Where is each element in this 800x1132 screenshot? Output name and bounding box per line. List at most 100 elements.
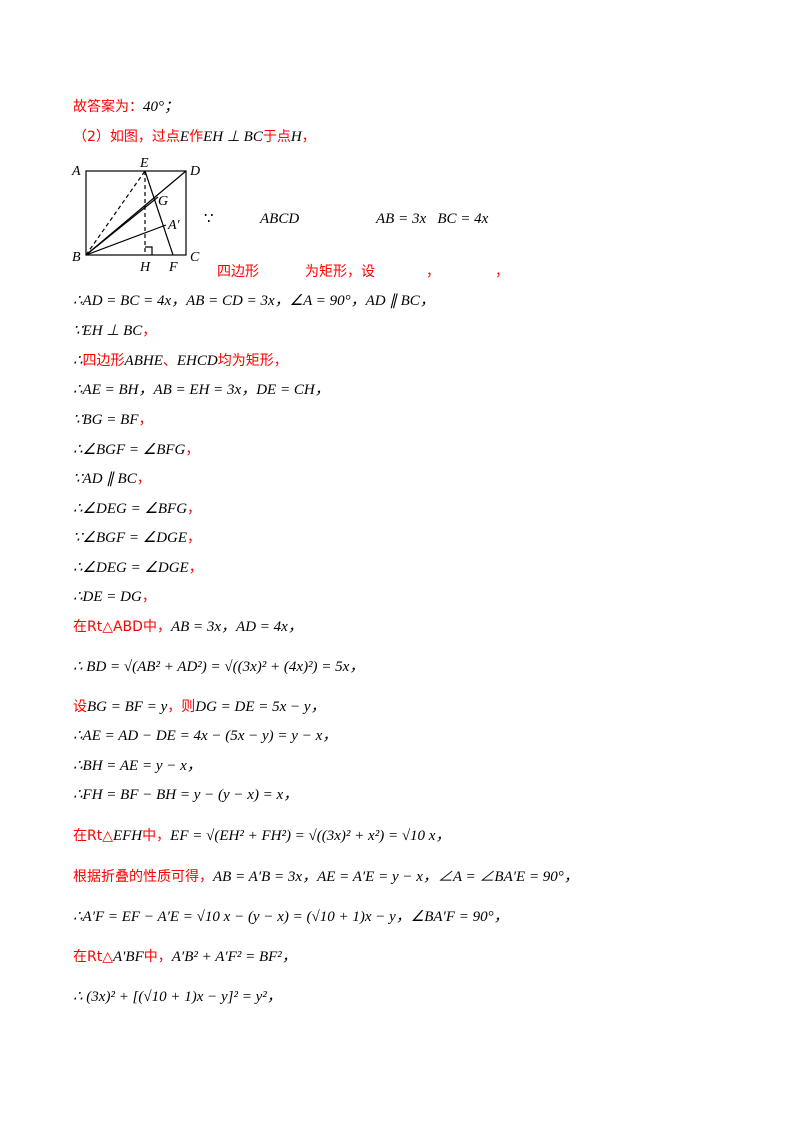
right-angle [145, 246, 153, 255]
text: ， [142, 323, 157, 339]
label: A′ [167, 218, 181, 233]
label: E [139, 156, 149, 171]
line: ∴ (3x)² + [(√10 + 1)x − y]² = y²， [73, 987, 282, 1007]
math: EFH [112, 828, 143, 844]
line: ∴FH = BF − BH = y − (y − x) = x， [73, 785, 298, 805]
math: ABHE [124, 353, 163, 369]
text: ，则 [167, 699, 196, 715]
line: ∴AD = BC = 4x，AB = CD = 3x，∠A = 90°，AD ∥… [73, 291, 435, 311]
math: ∵BG = BF [73, 412, 139, 428]
line: ∵∠BGF = ∠DGE， [73, 528, 201, 548]
line: ∴AE = AD − DE = 4x − (5x − y) = y − x， [73, 726, 337, 746]
text: ， [188, 560, 203, 576]
text: 四边形 [82, 353, 125, 369]
math: ∴AD = BC = 4x，AB = CD = 3x，∠A = 90°，AD ∥… [73, 293, 435, 309]
math: BG = BF = y [87, 699, 168, 715]
line: ∴∠DEG = ∠BFG， [73, 499, 201, 519]
line: ∴A′F = EF − A′E = √10 x − (y − x) = (√10… [73, 907, 509, 927]
line: ∴AE = BH，AB = EH = 3x，DE = CH， [73, 380, 330, 400]
math: ∴ [73, 353, 83, 369]
line: ∴BH = AE = y − x， [73, 756, 202, 776]
line: ∴∠BGF = ∠BFG， [73, 440, 199, 460]
text: 作 [189, 129, 204, 145]
math: ∴FH = BF − BH = y − (y − x) = x， [73, 787, 299, 803]
text: ， [301, 129, 316, 145]
math: ∴AE = BH，AB = EH = 3x，DE = CH， [73, 382, 330, 398]
text: 在Rt△ [73, 828, 113, 844]
text: ， [187, 501, 202, 517]
math: EH ⊥ BC [203, 129, 263, 145]
math: ∴∠BGF = ∠BFG [73, 442, 186, 458]
text: 故答案为： [73, 99, 143, 115]
text: 设 [73, 699, 87, 715]
math: AB = 3x，AD = 4x， [170, 619, 303, 635]
line: 根据折叠的性质可得，AB = A′B = 3x，AE = A′E = y − x… [73, 867, 579, 887]
math: H [290, 129, 302, 145]
math: DG = DE = 5x − y， [195, 699, 326, 715]
math: ∵EH ⊥ BC [73, 323, 143, 339]
text: 均为矩形， [217, 353, 288, 369]
line: 故答案为：40°； [73, 97, 179, 117]
math: ∵∠BGF = ∠DGE [73, 530, 188, 546]
text: 中， [143, 949, 172, 965]
label: H [139, 260, 151, 275]
label: G [158, 194, 168, 209]
line: 设BG = BF = y，则DG = DE = 5x − y， [73, 697, 326, 717]
segment [85, 170, 146, 256]
text: ， [138, 412, 153, 428]
math: ∴ (3x)² + [(√10 + 1)x − y]² = y²， [73, 989, 282, 1005]
text: 四边形 [217, 264, 259, 280]
line: 在Rt△ABD中，AB = 3x，AD = 4x， [73, 617, 303, 637]
text: ， [426, 264, 440, 280]
line: ∴ BD = √(AB² + AD²) = √((3x)² + (4x)²) =… [73, 657, 364, 677]
math: ABCD [260, 211, 300, 227]
segment [85, 196, 159, 256]
text: ， [185, 442, 200, 458]
text: 在Rt△ABD中， [73, 619, 171, 635]
math: ∴A′F = EF − A′E = √10 x − (y − x) = (√10… [73, 909, 509, 925]
text: 中， [142, 828, 171, 844]
math: ∴BH = AE = y − x， [73, 758, 202, 774]
math: AB = 3x BC = 4x [376, 211, 489, 227]
label: F [168, 260, 178, 275]
math: E [179, 129, 190, 145]
math: 40°； [143, 99, 179, 115]
line: ∵AD ∥ BC， [73, 469, 151, 489]
line: 在Rt△EFH中，EF = √(EH² + FH²) = √((3x)² + x… [73, 826, 450, 846]
line: ∴四边形ABHE、EHCD均为矩形， [73, 351, 288, 371]
text: 为矩形，设 [305, 264, 375, 280]
text: ， [187, 530, 202, 546]
math: A′B² + A′F² = BF²， [171, 949, 297, 965]
text: （2）如图，过点 [73, 129, 180, 145]
math: EHCD [176, 353, 218, 369]
math: ∵AD ∥ BC [73, 471, 137, 487]
label: B [72, 250, 81, 265]
math: ∴AE = AD − DE = 4x − (5x − y) = y − x， [73, 728, 338, 744]
symbol: ∵ [204, 211, 214, 227]
text: 在Rt△ [73, 949, 113, 965]
line: ∵BG = BF， [73, 410, 153, 430]
math: ∴ BD = √(AB² + AD²) = √((3x)² + (4x)²) =… [73, 659, 365, 675]
label: D [189, 164, 200, 179]
math: AB = A′B = 3x，AE = A′E = y − x，∠A = ∠BA′… [213, 869, 579, 885]
text: 、 [162, 353, 177, 369]
line: ∴∠DEG = ∠DGE， [73, 558, 203, 578]
segment [85, 224, 167, 256]
line: 在Rt△A′BF中，A′B² + A′F² = BF²， [73, 947, 297, 967]
text: 于点 [262, 129, 291, 145]
line: （2）如图，过点E作EH ⊥ BC于点H， [73, 127, 316, 147]
rectangle [85, 170, 187, 256]
label: C [190, 250, 200, 265]
math: ∴∠DEG = ∠BFG [73, 501, 188, 517]
line: ∴DE = DG， [73, 587, 156, 607]
text: ， [136, 471, 151, 487]
math: A′BF [112, 949, 144, 965]
math: ∴DE = DG [73, 589, 142, 605]
math: ∴∠DEG = ∠DGE [73, 560, 189, 576]
line: ∵EH ⊥ BC， [73, 321, 156, 341]
segment [144, 170, 174, 256]
text: ， [495, 264, 509, 280]
label: A [71, 164, 81, 179]
figure: A E D B H F C G A′ [71, 156, 200, 275]
